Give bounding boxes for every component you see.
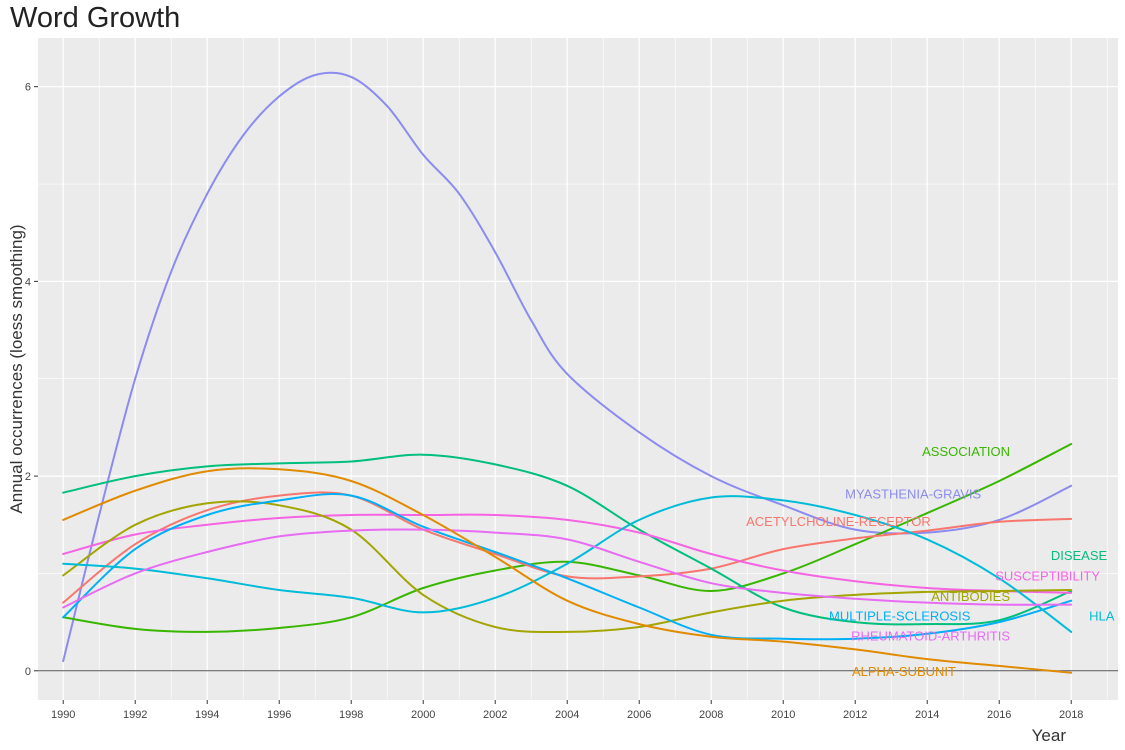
series-labels: ASSOCIATION MYASTHENIA-GRAVIS ACETYLCHOLIN… (746, 444, 1115, 679)
y-tick-label: 2 (25, 471, 31, 483)
x-tick-label: 2004 (555, 709, 579, 721)
series-line-alpha-subunit (62, 467, 1073, 674)
series-label-antibodies: ANTIBODIES (931, 589, 1010, 604)
series-lines (62, 71, 1073, 674)
axis-ticks: 1990 1992 1994 1996 1998 2000 2002 2004 2006 2008… (25, 82, 1084, 721)
series-label-multiple-sclerosis: MULTIPLE-SCLEROSIS (829, 608, 971, 623)
series-label-hla: HLA (1089, 608, 1115, 623)
x-tick-label: 2008 (699, 709, 723, 721)
series-line-disease (62, 453, 1073, 626)
x-tick-label: 2016 (987, 709, 1011, 721)
x-tick-label: 1996 (267, 709, 291, 721)
x-tick-label: 2006 (627, 709, 651, 721)
x-tick-label: 2010 (771, 709, 795, 721)
x-tick-label: 1994 (195, 709, 219, 721)
series-label-association: ASSOCIATION (922, 444, 1010, 459)
x-tick-label: 1992 (123, 709, 147, 721)
series-label-myasthenia-gravis: MYASTHENIA-GRAVIS (845, 487, 981, 502)
x-tick-label: 2018 (1059, 709, 1083, 721)
series-line-myasthenia-gravis (62, 71, 1073, 663)
series-line-rheumatoid-arthritis (62, 528, 1073, 609)
series-line-multiple-sclerosis (62, 493, 1073, 641)
x-tick-label: 1998 (339, 709, 363, 721)
y-tick-label: 4 (25, 276, 31, 288)
x-tick-label: 2014 (915, 709, 939, 721)
series-label-rheumatoid-arthritis: RHEUMATOID-ARTHRITIS (851, 629, 1010, 644)
series-line-susceptibility (62, 513, 1073, 594)
series-label-acetylcholine-receptor: ACETYLCHOLINE-RECEPTOR (746, 514, 931, 529)
chart-title: Word Growth (10, 2, 181, 34)
series-line-hla (62, 495, 1073, 633)
series-line-acetylcholine-receptor (62, 491, 1073, 604)
series-line-antibodies (62, 500, 1073, 634)
x-axis-title: Year (1032, 726, 1067, 745)
series-line-association (62, 443, 1073, 633)
series-label-alpha-subunit: ALPHA-SUBUNIT (852, 664, 956, 679)
y-axis-title: Annual occurrences (loess smoothing) (7, 224, 26, 513)
x-tick-label: 2012 (843, 709, 867, 721)
x-tick-label: 1990 (51, 709, 75, 721)
y-tick-label: 0 (25, 666, 31, 678)
series-label-disease: DISEASE (1051, 548, 1108, 563)
x-tick-label: 2002 (483, 709, 507, 721)
x-tick-label: 2000 (411, 709, 435, 721)
y-tick-label: 6 (25, 82, 31, 94)
series-label-susceptibility: SUSCEPTIBILITY (995, 568, 1100, 583)
